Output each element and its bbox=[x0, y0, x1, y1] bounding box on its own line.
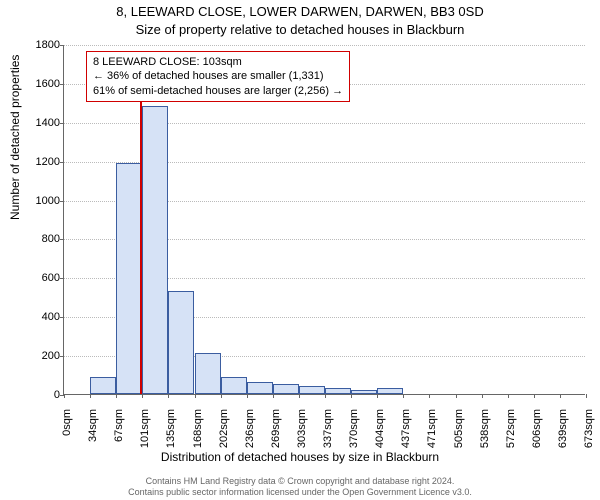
y-tick-label: 1800 bbox=[5, 39, 60, 51]
footer-line1: Contains HM Land Registry data © Crown c… bbox=[0, 476, 600, 487]
y-tick-mark bbox=[60, 123, 64, 124]
histogram-bar bbox=[351, 390, 377, 394]
y-tick-mark bbox=[60, 239, 64, 240]
x-tick-mark bbox=[586, 394, 587, 398]
annotation-line3: 61% of semi-detached houses are larger (… bbox=[93, 84, 343, 98]
histogram-bar bbox=[273, 384, 299, 394]
y-tick-mark bbox=[60, 278, 64, 279]
x-tick-mark bbox=[482, 394, 483, 398]
x-tick-mark bbox=[429, 394, 430, 398]
x-tick-mark bbox=[456, 394, 457, 398]
x-tick-mark bbox=[534, 394, 535, 398]
y-tick-label: 400 bbox=[5, 311, 60, 323]
x-tick-mark bbox=[299, 394, 300, 398]
annotation-box: 8 LEEWARD CLOSE: 103sqm ← 36% of detache… bbox=[86, 51, 350, 102]
chart-title-line1: 8, LEEWARD CLOSE, LOWER DARWEN, DARWEN, … bbox=[0, 4, 600, 19]
histogram-bar bbox=[90, 377, 116, 395]
x-tick-mark bbox=[325, 394, 326, 398]
x-tick-mark bbox=[142, 394, 143, 398]
y-tick-mark bbox=[60, 317, 64, 318]
histogram-bar bbox=[142, 106, 168, 394]
annotation-line2: ← 36% of detached houses are smaller (1,… bbox=[93, 69, 343, 83]
histogram-bar bbox=[377, 388, 403, 394]
x-tick-mark bbox=[377, 394, 378, 398]
y-tick-mark bbox=[60, 84, 64, 85]
x-tick-mark bbox=[64, 394, 65, 398]
x-tick-mark bbox=[508, 394, 509, 398]
y-tick-label: 1200 bbox=[5, 156, 60, 168]
chart-container: 8, LEEWARD CLOSE, LOWER DARWEN, DARWEN, … bbox=[0, 0, 600, 500]
y-tick-label: 1600 bbox=[5, 78, 60, 90]
histogram-bar bbox=[325, 388, 351, 394]
x-tick-mark bbox=[403, 394, 404, 398]
histogram-bar bbox=[168, 291, 194, 394]
x-axis-label: Distribution of detached houses by size … bbox=[0, 450, 600, 464]
x-tick-mark bbox=[273, 394, 274, 398]
footer-line2: Contains public sector information licen… bbox=[0, 487, 600, 498]
histogram-bar bbox=[195, 353, 221, 394]
histogram-bar bbox=[299, 386, 325, 394]
annotation-line1: 8 LEEWARD CLOSE: 103sqm bbox=[93, 55, 343, 69]
x-tick-mark bbox=[247, 394, 248, 398]
x-tick-mark bbox=[195, 394, 196, 398]
y-tick-label: 600 bbox=[5, 272, 60, 284]
y-tick-mark bbox=[60, 201, 64, 202]
histogram-bar bbox=[247, 382, 273, 394]
y-tick-mark bbox=[60, 356, 64, 357]
x-tick-mark bbox=[560, 394, 561, 398]
footer-attribution: Contains HM Land Registry data © Crown c… bbox=[0, 476, 600, 498]
x-tick-mark bbox=[90, 394, 91, 398]
y-tick-mark bbox=[60, 45, 64, 46]
property-marker-line bbox=[140, 83, 142, 394]
y-tick-mark bbox=[60, 162, 64, 163]
x-tick-mark bbox=[116, 394, 117, 398]
y-tick-label: 200 bbox=[5, 350, 60, 362]
histogram-bar bbox=[221, 377, 247, 395]
y-tick-label: 1400 bbox=[5, 117, 60, 129]
x-tick-mark bbox=[168, 394, 169, 398]
gridline bbox=[64, 45, 585, 46]
plot-area: 8 LEEWARD CLOSE: 103sqm ← 36% of detache… bbox=[63, 45, 585, 395]
x-tick-mark bbox=[221, 394, 222, 398]
y-tick-label: 800 bbox=[5, 233, 60, 245]
histogram-bar bbox=[116, 163, 142, 394]
chart-title-line2: Size of property relative to detached ho… bbox=[0, 22, 600, 37]
x-tick-mark bbox=[351, 394, 352, 398]
y-tick-label: 1000 bbox=[5, 195, 60, 207]
y-tick-label: 0 bbox=[5, 389, 60, 401]
